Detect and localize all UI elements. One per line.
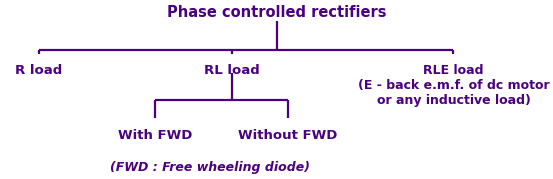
Text: RLE load
(E - back e.m.f. of dc motor
or any inductive load): RLE load (E - back e.m.f. of dc motor or…: [358, 64, 549, 107]
Text: (FWD : Free wheeling diode): (FWD : Free wheeling diode): [110, 161, 310, 174]
Text: RL load: RL load: [205, 64, 260, 78]
Text: Phase controlled rectifiers: Phase controlled rectifiers: [167, 5, 386, 20]
Text: With FWD: With FWD: [118, 129, 192, 142]
Text: R load: R load: [15, 64, 62, 78]
Text: Without FWD: Without FWD: [238, 129, 337, 142]
